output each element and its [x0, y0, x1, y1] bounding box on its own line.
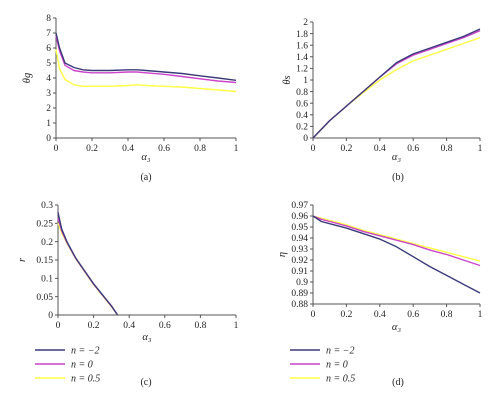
x-tick-label: 0.4: [374, 310, 386, 320]
y-tick-label: 0.2: [296, 123, 308, 133]
x-tick-label: 0.4: [374, 144, 386, 154]
legend-label: n = 0: [326, 360, 348, 371]
y-tick-label: 0.95: [291, 223, 308, 233]
panel-label: (c): [140, 377, 151, 388]
x-tick-label: 1: [478, 310, 483, 320]
chart-panel-b: 0 0.2 0.4 0.6 0.8 100.20.40.60.811.21.41.61.8…: [282, 18, 483, 183]
series-line-n0: [55, 35, 237, 84]
y-tick-label: 1: [303, 76, 308, 86]
x-tick-label: 1: [234, 144, 239, 154]
x-axis-label: α₃: [392, 152, 402, 163]
y-axis-label: θg: [22, 73, 33, 83]
legend: n = −2 n = 0 n = 0.5: [35, 346, 100, 385]
x-axis-label: α₃: [142, 332, 152, 343]
x-tick-label: 0.6: [158, 144, 170, 154]
y-tick-label: 2: [46, 104, 51, 114]
y-tick-label: 0.2: [41, 238, 53, 248]
panel-label: (a): [140, 172, 151, 183]
y-tick-label: 0.1: [41, 275, 53, 285]
y-axis-label: η: [277, 252, 288, 257]
x-tick-label: 0.6: [407, 310, 419, 320]
y-tick-label: 0.89: [291, 289, 308, 299]
legend-label: n = 0: [71, 360, 93, 371]
x-tick-label: 0: [54, 144, 59, 154]
y-tick-label: 0.15: [36, 256, 53, 266]
legend-label: n = −2: [71, 346, 100, 357]
y-tick-label: 1.4: [296, 53, 308, 63]
y-tick-label: 4: [46, 74, 51, 84]
x-axis-label: α₃: [141, 152, 151, 163]
chart-panel-d: 0 0.2 0.4 0.6 0.8 10.880.890.90.910.920.930.9…: [277, 201, 483, 388]
series-line-n0_5: [55, 49, 237, 93]
series-line-n0_5: [312, 215, 481, 262]
x-tick-label: 0.2: [340, 144, 352, 154]
panel-label: (b): [392, 172, 404, 183]
y-tick-label: 0.94: [291, 234, 308, 244]
x-tick-label: 0.2: [340, 310, 352, 320]
x-tick-label: 0.6: [159, 321, 171, 331]
x-tick-label: 0.4: [123, 321, 135, 331]
series-line-n0: [312, 215, 481, 267]
y-tick-label: 0.92: [291, 256, 308, 266]
x-tick-label: 0.4: [122, 144, 134, 154]
y-tick-label: 0.97: [291, 201, 308, 211]
y-tick-label: 0.96: [291, 212, 308, 222]
legend-label: n = −2: [326, 346, 355, 357]
y-tick-label: 1.2: [296, 65, 308, 75]
y-tick-label: 2: [303, 18, 308, 28]
chart-panel-c: 0 0.2 0.4 0.6 0.8 1 0 0.05 0.1 0.15 0.2 0.25 0.3 α₃ r (…: [17, 201, 239, 388]
series-line-n0_5: [57, 223, 119, 316]
x-tick-label: 0: [311, 144, 316, 154]
chart-panel-a: 0 0.2 0.4 0.6 0.8 1 0 1 2 3 4 5 6 7 8 α₃ θg (a): [22, 14, 239, 183]
y-tick-label: 8: [46, 14, 51, 24]
y-tick-label: 0.6: [296, 99, 308, 109]
y-tick-label: 0.93: [291, 245, 308, 255]
y-axis-label: θs: [282, 75, 293, 84]
series-line-n-2: [312, 28, 481, 139]
legend-label: n = 0.5: [71, 374, 100, 385]
y-tick-label: 0.4: [296, 111, 308, 121]
y-tick-label: 7: [46, 29, 51, 39]
x-tick-label: 0.8: [441, 144, 453, 154]
x-tick-label: 0.8: [441, 310, 453, 320]
x-axis-label: α₃: [392, 322, 402, 333]
y-tick-label: 1: [46, 119, 51, 129]
y-tick-label: 0.9: [296, 278, 308, 288]
y-tick-label: 0.25: [36, 220, 53, 230]
y-axis-label: r: [17, 257, 28, 262]
x-tick-label: 0: [311, 310, 316, 320]
x-tick-label: 1: [234, 321, 239, 331]
x-tick-label: 0.8: [194, 144, 206, 154]
y-tick-label: 0.05: [36, 293, 53, 303]
x-tick-label: 0.2: [88, 321, 100, 331]
y-tick-label: 0: [48, 311, 53, 321]
y-tick-label: 6: [46, 44, 51, 54]
y-tick-label: 0.88: [291, 300, 308, 310]
x-tick-label: 0: [56, 321, 61, 331]
x-tick-label: 0.8: [194, 321, 206, 331]
legend-label: n = 0.5: [326, 374, 355, 385]
series-line-n0: [57, 217, 119, 316]
series-line-n-2: [57, 212, 119, 316]
y-tick-label: 1.8: [296, 30, 308, 40]
y-tick-label: 0.3: [41, 201, 53, 211]
series-line-n0_5: [312, 37, 481, 139]
y-tick-label: 0: [303, 134, 308, 144]
legend: n = −2 n = 0 n = 0.5: [290, 346, 355, 385]
series-line-n-2: [55, 32, 237, 81]
x-tick-label: 0.2: [86, 144, 98, 154]
y-tick-label: 3: [46, 89, 51, 99]
y-tick-label: 5: [46, 59, 51, 69]
series-line-n-2: [312, 215, 481, 294]
x-tick-label: 0.6: [407, 144, 419, 154]
y-tick-label: 1.6: [296, 41, 308, 51]
y-tick-label: 0: [46, 134, 51, 144]
y-tick-label: 0.8: [296, 88, 308, 98]
panel-label: (d): [392, 377, 404, 388]
x-tick-label: 1: [478, 144, 483, 154]
y-tick-label: 0.91: [291, 267, 308, 277]
